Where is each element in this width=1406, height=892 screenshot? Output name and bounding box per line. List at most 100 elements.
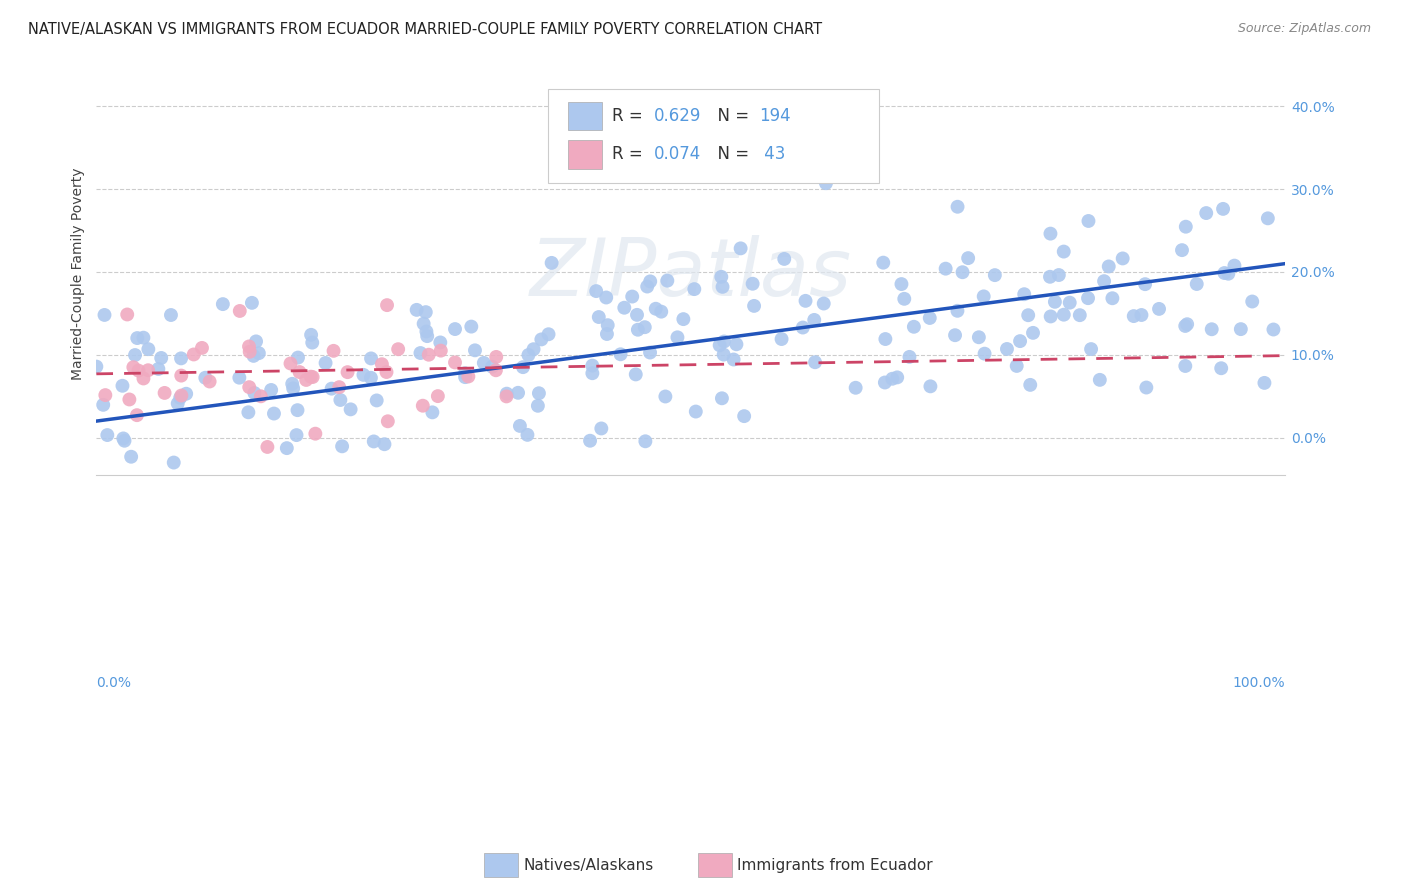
Point	[170, 388, 193, 402]
Point	[280, 356, 302, 370]
Point	[124, 348, 146, 362]
Point	[512, 360, 534, 375]
Point	[276, 441, 298, 455]
Point	[595, 291, 617, 305]
Point	[683, 282, 706, 296]
Point	[845, 381, 868, 395]
Point	[263, 407, 285, 421]
Point	[301, 335, 323, 350]
Point	[415, 325, 437, 339]
Point	[1069, 308, 1091, 322]
Point	[238, 339, 260, 353]
Point	[872, 255, 894, 269]
Point	[626, 308, 648, 322]
Point	[636, 279, 658, 293]
Point	[581, 366, 603, 380]
Point	[460, 319, 482, 334]
Point	[710, 269, 733, 284]
Point	[170, 351, 193, 366]
Point	[1147, 301, 1170, 316]
Point	[1059, 295, 1081, 310]
Point	[454, 370, 477, 384]
Y-axis label: Married-Couple Family Poverty: Married-Couple Family Poverty	[72, 168, 86, 380]
Point	[295, 373, 318, 387]
Point	[1088, 373, 1111, 387]
Point	[634, 320, 657, 334]
Point	[1185, 277, 1208, 291]
Point	[238, 380, 260, 394]
Point	[94, 388, 117, 402]
Point	[194, 371, 217, 385]
Point	[1218, 267, 1240, 281]
Point	[1171, 243, 1194, 257]
Point	[890, 277, 912, 291]
Point	[1098, 260, 1121, 274]
Point	[530, 333, 553, 347]
Point	[287, 403, 309, 417]
Point	[638, 345, 661, 359]
Point	[418, 348, 440, 362]
Point	[321, 382, 343, 396]
Point	[1022, 326, 1045, 340]
Point	[725, 337, 748, 351]
Point	[1133, 277, 1156, 292]
Point	[211, 297, 233, 311]
Point	[1135, 380, 1157, 394]
Point	[540, 256, 562, 270]
Point	[150, 351, 173, 365]
Point	[174, 386, 197, 401]
Point	[946, 303, 969, 318]
Point	[813, 296, 835, 310]
Point	[409, 346, 432, 360]
Point	[882, 372, 904, 386]
Point	[672, 312, 695, 326]
Point	[741, 277, 763, 291]
Point	[256, 440, 278, 454]
Point	[138, 342, 160, 356]
Text: N =: N =	[707, 107, 755, 125]
Point	[412, 399, 434, 413]
Point	[957, 251, 980, 265]
Point	[127, 331, 149, 345]
Point	[527, 386, 550, 401]
Point	[967, 330, 990, 344]
Point	[984, 268, 1007, 282]
Point	[506, 385, 529, 400]
Point	[377, 414, 399, 428]
Point	[1212, 202, 1234, 216]
Point	[495, 386, 517, 401]
Point	[170, 368, 193, 383]
Point	[742, 299, 765, 313]
Point	[638, 274, 661, 288]
Text: Source: ZipAtlas.com: Source: ZipAtlas.com	[1237, 22, 1371, 36]
Point	[245, 334, 267, 349]
Point	[299, 327, 322, 342]
Point	[794, 293, 817, 308]
Point	[363, 434, 385, 449]
Point	[239, 344, 262, 359]
Point	[1080, 342, 1102, 356]
Point	[893, 292, 915, 306]
Point	[247, 346, 270, 360]
Point	[315, 356, 337, 370]
Point	[709, 338, 731, 352]
Point	[86, 359, 108, 374]
Point	[1047, 268, 1070, 282]
Point	[304, 426, 326, 441]
Point	[93, 308, 115, 322]
Point	[281, 376, 304, 391]
Point	[918, 310, 941, 325]
Point	[387, 342, 409, 356]
Point	[1122, 309, 1144, 323]
Text: 100.0%: 100.0%	[1233, 676, 1285, 690]
Point	[136, 363, 159, 377]
Text: 0.0%: 0.0%	[97, 676, 131, 690]
Text: N =: N =	[707, 145, 755, 163]
Point	[770, 332, 793, 346]
Point	[943, 328, 966, 343]
Point	[1053, 244, 1076, 259]
Point	[240, 296, 263, 310]
Point	[1039, 269, 1062, 284]
Point	[183, 347, 205, 361]
Point	[650, 304, 672, 318]
